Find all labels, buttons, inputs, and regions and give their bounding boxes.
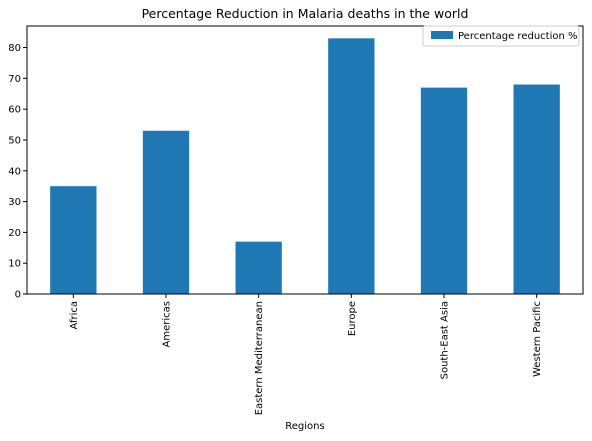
y-tick-label: 40 bbox=[8, 166, 21, 177]
x-tick-label: Europe bbox=[347, 301, 358, 336]
legend-swatch bbox=[431, 31, 453, 39]
x-tick-label: Americas bbox=[162, 301, 173, 347]
chart-title: Percentage Reduction in Malaria deaths i… bbox=[142, 6, 469, 21]
y-tick-label: 30 bbox=[8, 197, 21, 208]
bar-eastern-mediterranean bbox=[235, 241, 282, 294]
x-axis-label: Regions bbox=[285, 421, 324, 432]
y-tick-label: 60 bbox=[8, 105, 21, 116]
y-tick-label: 20 bbox=[8, 228, 21, 239]
legend-frame bbox=[422, 25, 580, 47]
bar-south-east-asia bbox=[420, 87, 468, 294]
x-tick-label: Eastern Mediterranean bbox=[254, 301, 265, 415]
bar-europe bbox=[328, 38, 375, 294]
y-tick-label: 10 bbox=[8, 259, 21, 270]
x-axis: Africa Americas Eastern Mediterranean Europ… bbox=[69, 294, 543, 415]
legend: Percentage reduction % bbox=[422, 25, 580, 47]
bar-americas bbox=[142, 130, 190, 294]
y-tick-label: 70 bbox=[8, 74, 21, 85]
x-tick-label: Western Pacific bbox=[532, 301, 543, 377]
bars-layer bbox=[50, 38, 560, 294]
y-tick-label: 50 bbox=[8, 135, 21, 146]
y-tick-label: 80 bbox=[8, 43, 21, 54]
legend-label: Percentage reduction % bbox=[458, 31, 578, 42]
y-tick-label: 0 bbox=[15, 290, 21, 301]
bar-africa bbox=[50, 186, 97, 294]
y-axis: 0 10 20 30 40 50 60 70 80 bbox=[8, 43, 27, 301]
x-tick-label: Africa bbox=[69, 301, 80, 330]
x-tick-label: South-East Asia bbox=[440, 301, 451, 379]
bar-western-pacific bbox=[513, 84, 560, 294]
plot-frame bbox=[26, 25, 584, 295]
